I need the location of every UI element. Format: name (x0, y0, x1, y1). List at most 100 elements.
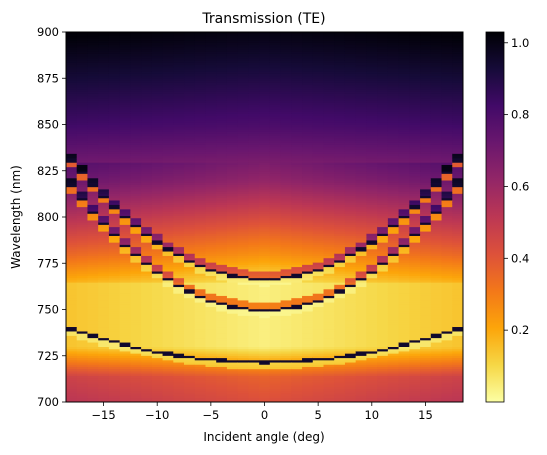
heatmap-cell (194, 71, 206, 74)
heatmap-cell (334, 244, 346, 248)
heatmap-cell (280, 384, 292, 387)
heatmap-cell (162, 368, 174, 372)
heatmap-cell (291, 164, 303, 168)
heatmap-cell (194, 188, 206, 192)
heatmap-cell (162, 310, 174, 314)
heatmap-cell (312, 304, 325, 308)
heatmap-cell (141, 297, 153, 301)
heatmap-cell (302, 206, 314, 210)
heatmap-cell (248, 308, 260, 312)
heatmap-cell (302, 277, 314, 281)
heatmap-cell (291, 71, 303, 74)
heatmap-cell (248, 253, 260, 256)
heatmap-cell (344, 168, 357, 172)
heatmap-cell (141, 275, 153, 279)
heatmap-cell (237, 390, 249, 394)
heatmap-cell (76, 264, 88, 268)
heatmap-cell (226, 348, 239, 352)
heatmap-cell (194, 97, 206, 101)
heatmap-cell (280, 231, 292, 234)
heatmap-cell (237, 242, 249, 245)
heatmap-cell (184, 124, 196, 128)
heatmap-cell (87, 382, 99, 385)
heatmap-cell (194, 180, 206, 183)
heatmap-cell (302, 357, 314, 361)
heatmap-cell (194, 215, 206, 219)
heatmap-cell (162, 166, 174, 170)
heatmap-cell (344, 364, 357, 367)
heatmap-cell (259, 253, 271, 256)
heatmap-cell (66, 288, 78, 292)
heatmap-cell (66, 353, 78, 356)
heatmap-cell (205, 69, 217, 72)
heatmap-cell (291, 97, 303, 101)
heatmap-cell (141, 324, 153, 328)
heatmap-cell (355, 100, 367, 103)
heatmap-cell (377, 160, 389, 163)
heatmap-cell (162, 211, 174, 214)
heatmap-cell (312, 117, 325, 121)
heatmap-cell (205, 100, 217, 103)
heatmap-cell (237, 133, 249, 137)
heatmap-cell (334, 375, 346, 379)
heatmap-cell (194, 193, 206, 197)
heatmap-cell (141, 319, 153, 323)
heatmap-cell (259, 266, 271, 270)
heatmap-cell (141, 148, 153, 152)
heatmap-cell (312, 235, 325, 239)
heatmap-cell (194, 348, 206, 352)
heatmap-cell (66, 60, 78, 63)
heatmap-cell (98, 251, 110, 254)
heatmap-cell (216, 126, 228, 130)
heatmap-cell (226, 173, 239, 177)
heatmap-cell (323, 224, 335, 228)
heatmap-cell (259, 388, 271, 392)
heatmap-cell (248, 33, 260, 37)
heatmap-cell (173, 211, 185, 214)
heatmap-cell (87, 308, 99, 312)
heatmap-cell (66, 100, 78, 103)
heatmap-cell (237, 397, 249, 401)
heatmap-cell (323, 186, 335, 190)
heatmap-cell (323, 77, 335, 81)
heatmap-cell (216, 224, 228, 228)
heatmap-cell (280, 362, 292, 365)
heatmap-cell (108, 306, 121, 310)
heatmap-cell (87, 324, 99, 328)
heatmap-cell (226, 186, 239, 190)
heatmap-cell (344, 108, 357, 112)
heatmap-cell (323, 279, 335, 283)
heatmap-cell (237, 344, 249, 347)
heatmap-cell (312, 335, 325, 339)
heatmap-cell (98, 62, 110, 66)
heatmap-cell (184, 299, 196, 303)
heatmap-cell (280, 197, 292, 201)
heatmap-cell (76, 342, 88, 345)
heatmap-cell (87, 69, 99, 72)
heatmap-cell (226, 204, 239, 208)
heatmap-cell (334, 379, 346, 383)
heatmap-cell (323, 233, 335, 236)
heatmap-cell (334, 233, 346, 236)
heatmap-cell (87, 137, 99, 141)
heatmap-cell (237, 153, 249, 157)
heatmap-cell (237, 160, 249, 163)
heatmap-cell (344, 393, 357, 396)
heatmap-cell (162, 251, 174, 254)
heatmap-cell (76, 346, 88, 350)
heatmap-cell (66, 128, 78, 132)
heatmap-cell (312, 162, 325, 165)
heatmap-cell (334, 259, 346, 263)
heatmap-cell (237, 233, 249, 236)
heatmap-cell (280, 86, 292, 90)
heatmap-cell (141, 308, 153, 312)
heatmap-cell (108, 40, 121, 43)
heatmap-cell (355, 195, 367, 199)
heatmap-cell (226, 86, 239, 90)
heatmap-cell (141, 370, 153, 374)
heatmap-cell (237, 264, 249, 268)
heatmap-cell (323, 140, 335, 143)
heatmap-cell (216, 295, 228, 299)
heatmap-cell (366, 359, 378, 363)
heatmap-cell (291, 342, 303, 345)
